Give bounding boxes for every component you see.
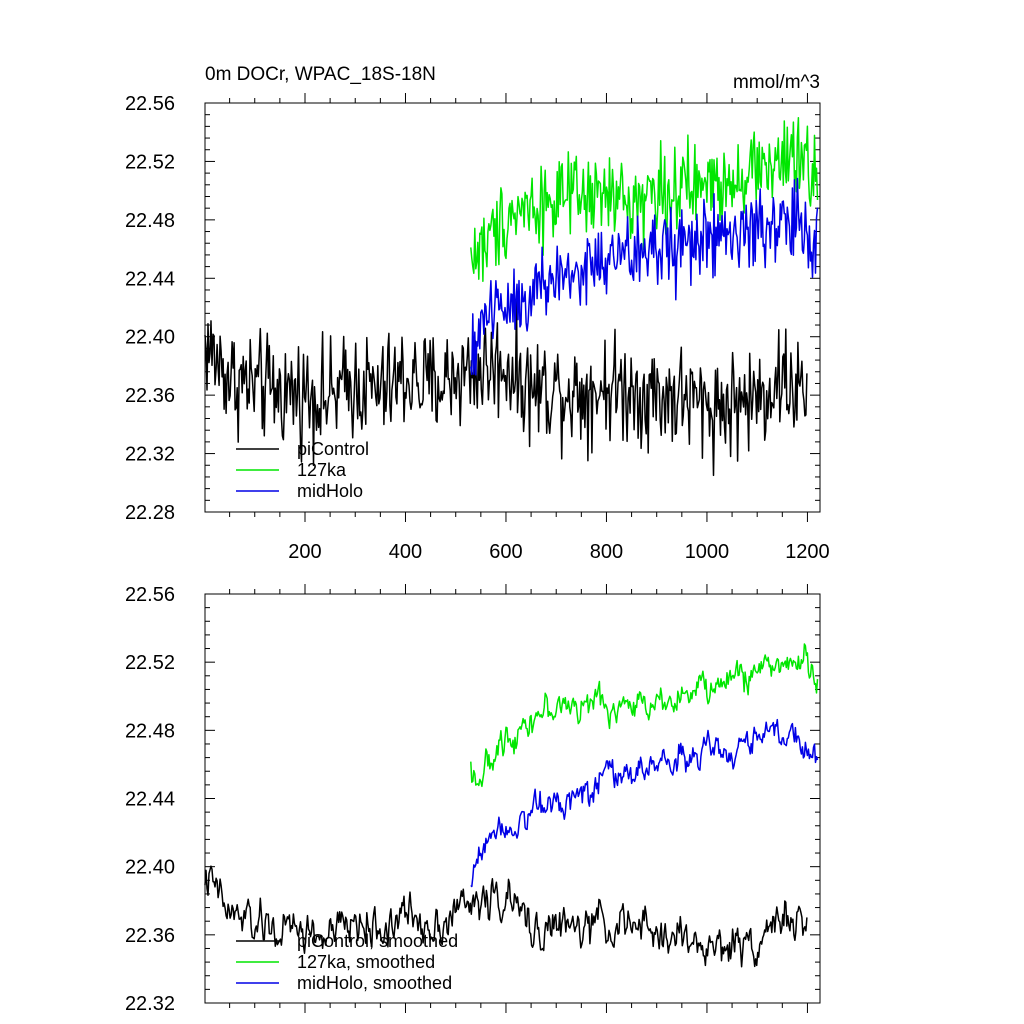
y-tick-label: 22.36 (125, 385, 175, 407)
y-tick-label: 22.48 (125, 720, 175, 742)
y-tick-label: 22.52 (125, 652, 175, 674)
legend-label: midHolo, smoothed (297, 973, 452, 993)
y-tick-label: 22.44 (125, 268, 175, 290)
legend-label: midHolo (297, 481, 363, 501)
series-line-midholo-smoothed (470, 718, 819, 888)
series-line-picontrol-smoothed (204, 865, 808, 968)
y-tick-label: 22.40 (125, 857, 175, 879)
x-tick-label: 1000 (685, 541, 730, 563)
series-line-picontrol (204, 297, 808, 477)
legend-label: 127ka (297, 460, 347, 480)
x-tick-label: 800 (590, 541, 623, 563)
x-tick-label: 400 (389, 541, 422, 563)
legend-label: piControl, smoothed (297, 931, 458, 951)
y-tick-label: 22.48 (125, 210, 175, 232)
bottom-panel: 22.32 22.36 22.40 22.44 22.48 22.52 22.56 piCon… (125, 584, 821, 1015)
plot-frame (204, 102, 821, 513)
chart-title: 0m DOCr, WPAC_18S-18N (205, 64, 436, 85)
x-tick-label: 1200 (785, 541, 830, 563)
y-tick-label: 22.36 (125, 925, 175, 947)
y-tick-label: 22.56 (125, 584, 175, 606)
x-tick-label: 600 (489, 541, 522, 563)
series-line-midholo (470, 177, 819, 376)
y-tick-label: 22.32 (125, 993, 175, 1015)
y-tick-label: 22.40 (125, 327, 175, 349)
series-line-127ka (470, 116, 819, 283)
y-tick-label: 22.28 (125, 502, 175, 524)
legend-label: 127ka, smoothed (297, 952, 435, 972)
y-tick-label: 22.32 (125, 444, 175, 466)
y-tick-label: 22.52 (125, 151, 175, 173)
x-tick-label: 200 (288, 541, 321, 563)
y-tick-label: 22.56 (125, 93, 175, 115)
units-label: mmol/m^3 (733, 72, 820, 93)
y-tick-label: 22.44 (125, 789, 175, 811)
series-line-127ka-smoothed (470, 643, 819, 788)
legend-label: piControl (297, 439, 369, 459)
top-panel: 200 400 600 800 1000 1200 22.28 22.32 22.36 22.40… (125, 64, 830, 563)
